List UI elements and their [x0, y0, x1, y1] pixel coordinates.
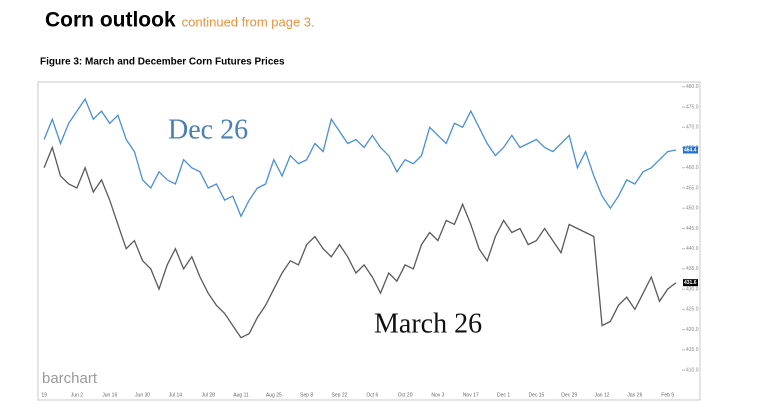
- y-tick-label: 430.0: [686, 286, 699, 292]
- y-tick-label: 440.0: [686, 246, 699, 252]
- y-tick-label: 470.0: [686, 125, 699, 131]
- x-tick-label: Jul 28: [202, 392, 216, 398]
- x-tick-label: Feb 9: [661, 392, 674, 398]
- x-tick-label: Nov 17: [463, 392, 479, 398]
- x-tick-label: Jun 2: [71, 392, 83, 398]
- x-tick-label: Oct 6: [366, 392, 378, 398]
- x-tick-label: Dec 29: [561, 392, 577, 398]
- series-line: [43, 145, 677, 339]
- y-tick-label: 410.0: [686, 367, 699, 373]
- figure-caption: Figure 3: March and December Corn Future…: [40, 57, 285, 68]
- y-tick-label: 480.0: [686, 84, 699, 90]
- y-tick-label: 455.0: [686, 185, 699, 191]
- y-tick-label: 460.0: [686, 165, 699, 171]
- last-price-label: 464.4: [684, 147, 697, 153]
- x-tick-label: 19: [41, 392, 47, 398]
- x-tick-label: Aug 25: [266, 392, 282, 398]
- watermark: barchart: [42, 370, 98, 387]
- y-tick-label: 445.0: [686, 226, 699, 232]
- x-tick-label: Jan 26: [627, 392, 642, 398]
- y-tick-label: 415.0: [686, 347, 699, 353]
- x-tick-label: Sep 8: [300, 392, 313, 398]
- x-tick-label: Dec 1: [497, 392, 510, 398]
- y-tick-label: 475.0: [686, 104, 699, 110]
- x-tick-label: Dec 15: [528, 392, 544, 398]
- chart-frame: [37, 81, 701, 401]
- x-tick-label: Jul 14: [169, 392, 183, 398]
- x-tick-label: Jun 30: [135, 392, 150, 398]
- y-tick-label: 420.0: [686, 327, 699, 333]
- y-tick-label: 425.0: [686, 307, 699, 313]
- page-subtitle: continued from page 3.: [182, 14, 315, 29]
- series-annotation: Dec 26: [168, 114, 248, 145]
- page-title: Corn outlook: [45, 9, 176, 32]
- x-tick-label: Oct 20: [398, 392, 413, 398]
- last-price-box: [683, 146, 698, 154]
- x-tick-label: Sep 22: [332, 392, 348, 398]
- y-tick-label: 450.0: [686, 206, 699, 212]
- x-tick-label: Jan 12: [595, 392, 610, 398]
- series-annotation: March 26: [374, 308, 482, 339]
- x-tick-label: Aug 11: [233, 392, 249, 398]
- last-price-label: 431.6: [684, 280, 697, 286]
- y-tick-label: 435.0: [686, 266, 699, 272]
- series-line: [43, 97, 677, 218]
- last-price-box: [683, 279, 698, 287]
- x-tick-label: Jun 16: [102, 392, 117, 398]
- x-tick-label: Nov 3: [431, 392, 444, 398]
